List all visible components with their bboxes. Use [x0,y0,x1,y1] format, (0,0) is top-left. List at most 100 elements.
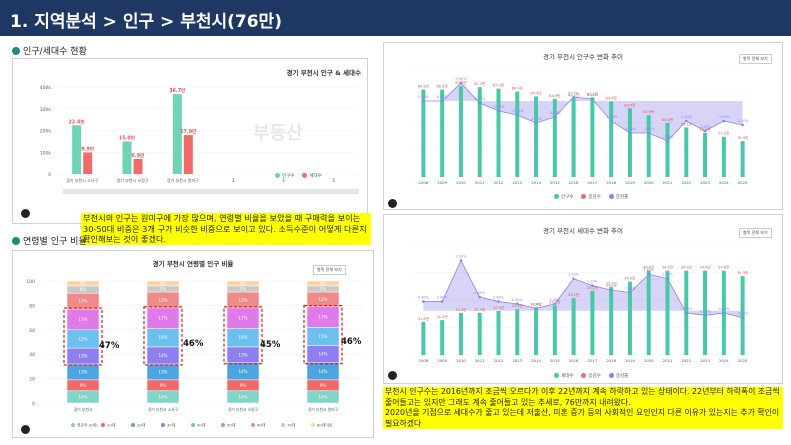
segment-label: 4% [320,281,327,286]
x-tick-label: 경기 부천시 소사구 [66,177,98,183]
section-age-subtitle: 연령별 인구 비율 [12,234,87,247]
x-tick-label: 2011 [475,180,485,185]
segment-label: 17% [79,317,88,322]
bar [627,281,632,355]
rate-label: -2.00% [662,135,675,139]
segment-label: 17% [239,316,248,321]
bar [458,86,463,177]
percent-label: 47% [99,341,120,351]
data-label: 32.7만 [549,300,561,305]
legend-item[interactable]: 증감수 [581,373,601,379]
x-tick-label: 5 [333,178,336,183]
x-tick-label: 2023 [700,358,710,363]
legend-label: 60대 [257,423,266,428]
rate-point [703,129,707,133]
logo-icon [388,199,397,208]
rate-point [647,131,651,135]
highlight-box [223,306,263,365]
rate-label: -1.20% [737,119,750,123]
segment-label: 13% [79,369,88,374]
segment-label: 14% [159,353,168,358]
data-label: 85.1만 [568,92,580,97]
legend-label: 70대 [287,423,296,428]
bar [552,305,557,355]
legend-item[interactable]: 세대수 [554,373,573,379]
bar [646,270,651,355]
bar [534,307,539,355]
show-all-button[interactable]: 항목 전체 보기 [313,265,346,275]
rate-point [666,139,669,143]
data-label: 80.0만 [662,117,674,122]
rate-point [591,284,594,287]
segment-label: 10% [79,394,88,399]
segment-label: 4% [240,281,247,286]
population-trend-panel: 경기 부천시 인구수 변화 추이 항목 전체 보기 86.8만 0.00% 2008… [383,42,783,210]
rate-point [534,121,538,125]
segment-label: 17% [319,314,328,319]
y-tick-label: 60 [29,328,35,334]
rate-point [572,95,575,99]
highlight-box [303,305,343,365]
x-tick-label: 2016 [569,358,579,363]
subtitle-text: 인구/세대수 현황 [23,47,87,57]
x-tick-label: 2008 [419,180,429,185]
segment-label: 4% [80,281,87,286]
legend-item[interactable]: 증감수 [581,194,601,200]
legend-item[interactable]: 세대수 [302,173,322,179]
rate-point [459,259,463,262]
legend-item[interactable]: 증감률 [608,373,628,379]
x-tick-label: 2013 [512,358,522,363]
chart3-legend: 인구수 증감수 증감률 [554,194,628,200]
legend-item[interactable]: 증감률 [608,194,628,200]
data-label: 85.2만 [587,91,599,96]
rate-point [741,316,744,319]
segment-label: 4% [160,281,167,286]
show-all-button[interactable]: 항목 전체 보기 [739,228,772,238]
y-tick-label: 80 [29,303,35,309]
data-label: 86.8만 [437,84,449,89]
rate-point [591,97,594,101]
highlight-box [63,307,103,366]
segment-label: 14% [239,369,248,374]
rate-label: 1.60% [643,268,655,272]
show-all-button[interactable]: 항목 전체 보기 [739,54,772,64]
rate-point [497,109,500,113]
x-tick-label: 2022 [681,358,691,363]
segment-label: 10% [159,394,168,399]
bar [703,132,708,177]
rate-label: -1.10% [530,117,543,121]
rate-point [534,307,538,310]
rate-label: 0.90% [606,284,618,288]
chart-title: 경기 부천시 연령별 인구 비율 [152,260,234,268]
horizontal-scrollbar[interactable] [63,189,359,194]
rate-area [423,83,743,141]
data-label: 79.1만 [681,121,693,126]
x-tick-label: 2025 [738,358,748,363]
legend-label: 80대이상 [317,423,333,428]
x-tick-label: 2014 [531,358,541,363]
segment-label: 9% [240,383,247,388]
x-tick-label: 2009 [437,358,447,363]
legend-item[interactable]: 인구수 [554,194,573,200]
population-trend-chart: 86.8만0.00%200886.8만0.00%200987.5만0.90%20… [414,68,752,185]
legend-dot [101,423,105,427]
rate-point [440,300,444,303]
rate-label: 0.00% [418,95,430,99]
rate-point [684,311,688,315]
segment-label: 5% [160,286,167,291]
rate-point [515,113,519,117]
y-tick-label: 0 [48,172,51,178]
data-label: 84.4만 [606,95,618,100]
data-label: 87.0만 [493,83,505,88]
bar [534,96,539,177]
legend-label: 30대 [167,423,176,428]
rate-point [440,99,444,103]
rate-point [722,119,726,123]
rate-label: 1.10% [587,280,599,284]
x-tick-label: 2022 [681,180,691,185]
x-tick-label: 2020 [644,180,654,185]
bar [172,94,182,174]
bar [740,141,745,177]
segment-label: 17% [159,316,168,321]
legend-item[interactable]: 인구수 [275,173,294,179]
